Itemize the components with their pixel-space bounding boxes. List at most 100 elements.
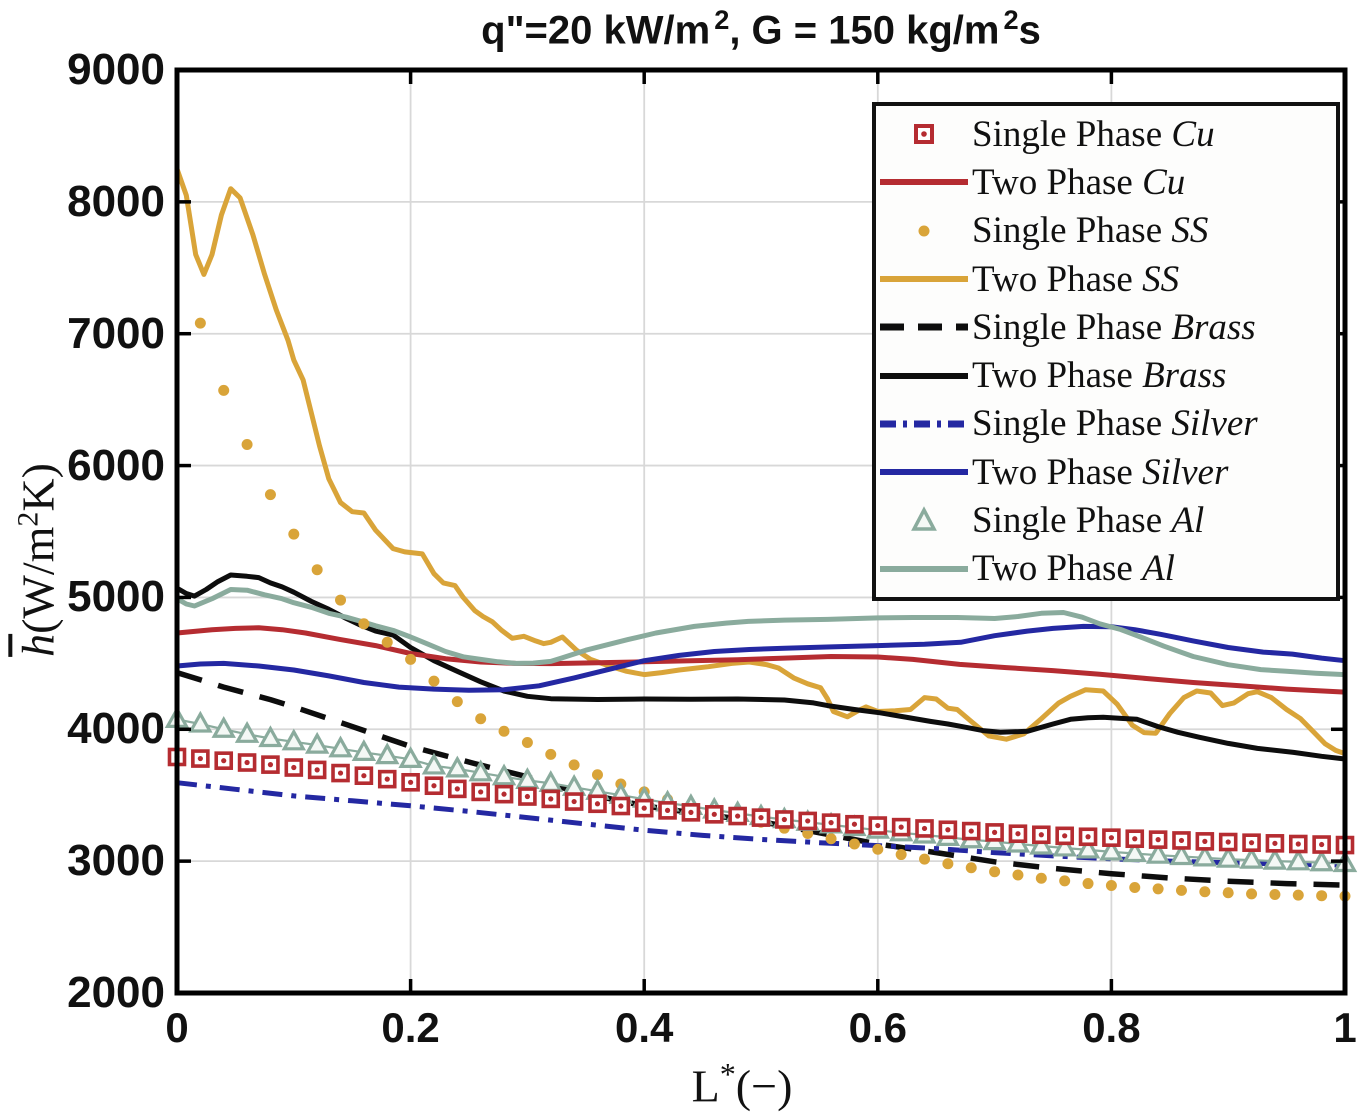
x-tick-label-0.6: 0.6 xyxy=(848,1004,907,1051)
al-triangle-marker xyxy=(1262,847,1288,870)
legend-swatch-marker-triangle xyxy=(911,505,937,531)
ss-dot-marker xyxy=(451,696,463,708)
legend-swatch-marker-square xyxy=(914,124,934,145)
al-triangle-marker xyxy=(445,755,470,778)
ss-dot-marker xyxy=(1222,887,1234,899)
series-two-phase-cu xyxy=(176,625,1346,695)
legend-material: Al xyxy=(1171,500,1205,542)
y-tick-label-2000: 2000 xyxy=(67,968,165,1017)
legend-material: SS xyxy=(1171,210,1209,252)
legend-swatch-line-solid xyxy=(880,565,968,572)
legend-label: Two Phase Cu xyxy=(972,161,1186,203)
y-tick-label-8000: 8000 xyxy=(67,176,165,226)
al-triangle-marker xyxy=(1169,843,1194,866)
legend-label: Two Phase Brass xyxy=(972,355,1227,397)
x-tick-label-0.2: 0.2 xyxy=(381,1004,440,1051)
ss-dot-marker xyxy=(1246,888,1258,900)
al-triangle-marker xyxy=(1122,840,1147,863)
ss-dot-marker xyxy=(848,838,860,850)
series xyxy=(164,168,1358,902)
legend: Single Phase Cu Two Phase Cu Single Phase … xyxy=(872,102,1340,601)
ss-dot-marker xyxy=(1292,889,1304,901)
al-triangle-marker xyxy=(1029,832,1054,855)
y-tick-label-3000: 3000 xyxy=(67,836,165,886)
al-triangle-marker xyxy=(234,721,260,743)
ss-dot-marker xyxy=(311,564,323,576)
legend-label: Single Phase SS xyxy=(972,210,1209,252)
legend-swatch-line-solid xyxy=(880,372,968,379)
ss-dot-marker xyxy=(1035,872,1047,884)
al-triangle-marker xyxy=(1215,845,1241,868)
legend-label: Two Phase Al xyxy=(972,548,1175,590)
al-triangle-marker xyxy=(188,710,213,733)
ss-dot-marker xyxy=(568,759,580,771)
legend-label: Single Phase Cu xyxy=(972,113,1215,155)
al-triangle-marker xyxy=(258,725,283,748)
legend-material: SS xyxy=(1142,258,1180,300)
y-tick-label-4000: 4000 xyxy=(67,704,165,754)
ss-dot-marker xyxy=(1175,884,1187,896)
legend-material: Cu xyxy=(1171,113,1215,155)
legend-entry-single-phase-cu: Single Phase Cu xyxy=(876,111,1336,157)
legend-entry-two-phase-al: Two Phase Al xyxy=(876,546,1336,592)
al-triangle-marker xyxy=(281,728,307,751)
legend-label: Single Phase Al xyxy=(972,500,1205,542)
x-tick-label-0: 0 xyxy=(165,1004,189,1051)
legend-swatch-line-solid xyxy=(880,179,968,186)
series-two-phase-al xyxy=(175,587,1346,678)
legend-label: Single Phase Brass xyxy=(972,306,1256,348)
ss-dot-marker xyxy=(264,489,276,501)
legend-material: Brass xyxy=(1171,306,1256,348)
ss-dot-marker xyxy=(381,636,393,648)
al-triangle-marker xyxy=(375,742,400,765)
legend-swatch-line-solid xyxy=(880,469,968,476)
x-axis-label: L*(−) xyxy=(691,1056,793,1112)
al-triangle-marker xyxy=(1075,836,1101,859)
ss-dot-marker xyxy=(989,866,1001,878)
ss-dot-marker xyxy=(335,594,347,606)
ss-dot-marker xyxy=(521,736,533,748)
legend-entry-two-phase-ss: Two Phase SS xyxy=(876,256,1336,302)
ss-dot-marker xyxy=(872,843,884,855)
ss-dot-marker xyxy=(825,833,837,845)
legend-entry-single-phase-ss: Single Phase SS xyxy=(876,208,1336,254)
al-triangle-marker xyxy=(351,739,377,761)
legend-material: Silver xyxy=(1171,403,1258,445)
legend-label: Two Phase Silver xyxy=(972,451,1229,493)
x-tick-label-0.4: 0.4 xyxy=(614,1004,674,1051)
ss-dot-marker xyxy=(1105,880,1117,892)
al-triangle-marker xyxy=(304,731,330,754)
series-single-phase-ss xyxy=(194,317,1351,902)
x-tick-label-0.8: 0.8 xyxy=(1082,1004,1141,1051)
legend-material: Al xyxy=(1142,548,1175,590)
series-two-phase-ss xyxy=(174,168,1346,757)
ss-dot-marker xyxy=(1269,889,1281,901)
al-triangle-marker xyxy=(491,763,517,786)
al-triangle-marker xyxy=(1145,841,1171,864)
ss-dot-marker xyxy=(1082,878,1094,890)
ss-dot-marker xyxy=(1316,890,1328,902)
legend-material: Brass xyxy=(1142,355,1227,397)
al-triangle-marker xyxy=(421,752,447,775)
ss-dot-marker xyxy=(428,675,440,687)
ss-dot-marker xyxy=(288,528,300,540)
legend-material: Silver xyxy=(1142,451,1229,493)
ss-dot-marker xyxy=(498,725,510,737)
legend-swatch-line-dashdot xyxy=(880,420,968,428)
al-triangle-marker xyxy=(1192,844,1218,867)
al-triangle-marker xyxy=(1286,848,1311,871)
series-two-phase-silver xyxy=(176,623,1346,693)
ss-dot-marker xyxy=(965,862,977,874)
chart-title: q"=20 kW/m 2, G = 150 kg/m 2s xyxy=(481,4,1041,53)
y-tick-label-9000: 9000 xyxy=(67,45,165,94)
legend-swatch-marker-dot xyxy=(918,225,930,237)
ss-dot-marker xyxy=(591,769,603,781)
legend-entry-two-phase-brass: Two Phase Brass xyxy=(876,353,1336,399)
legend-entry-two-phase-silver: Two Phase Silver xyxy=(876,449,1336,495)
al-triangle-marker xyxy=(211,716,236,738)
ss-dot-marker xyxy=(919,853,931,865)
legend-swatch-line-solid xyxy=(880,276,968,283)
ss-dot-marker xyxy=(1059,875,1071,887)
ss-dot-marker xyxy=(545,748,557,760)
